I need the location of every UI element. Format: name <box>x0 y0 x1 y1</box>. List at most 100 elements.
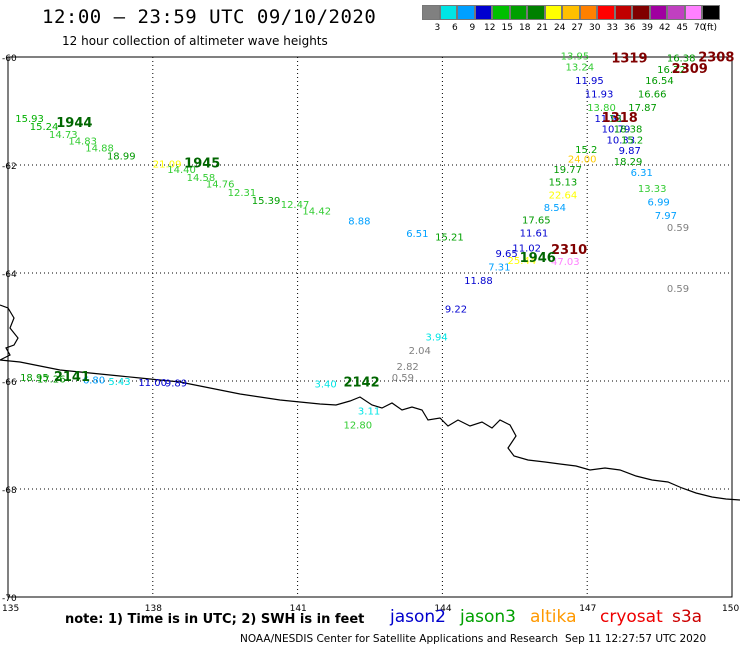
map-frame <box>7 56 733 598</box>
swh-color-legend <box>422 5 720 20</box>
legend-swatch <box>684 5 702 20</box>
legend-swatch <box>474 5 492 20</box>
pass-time-label: 1944 <box>56 116 92 131</box>
lat-tick-label: -70 <box>2 594 17 604</box>
swh-value: 13.80 <box>587 103 616 114</box>
swh-value: 14.88 <box>85 144 114 155</box>
swh-value: 15.39 <box>252 196 281 207</box>
swh-value: 2.82 <box>397 362 419 373</box>
swh-value: 0.59 <box>667 223 689 234</box>
legend-swatch <box>562 5 580 20</box>
swh-value: 2.04 <box>409 346 431 357</box>
swh-value: 8.88 <box>348 216 370 227</box>
legend-tick-label: 70 <box>694 23 706 33</box>
swh-value: 3.40 <box>314 379 336 390</box>
credit-text: NOAA/NESDIS Center for Satellite Applica… <box>240 633 558 645</box>
swh-value: 19.77 <box>553 165 582 176</box>
swh-value: 15.21 <box>435 233 464 244</box>
swh-value: 0.59 <box>667 284 689 295</box>
swh-value: 11.02 <box>512 243 541 254</box>
lat-tick-label: -68 <box>2 486 17 496</box>
legend-swatch <box>597 5 615 20</box>
swh-value: 9.89 <box>165 378 187 389</box>
swh-value: 15.93 <box>15 114 44 125</box>
legend-swatch <box>457 5 475 20</box>
swh-value: 16.38 <box>667 53 696 64</box>
swh-value: 21.09 <box>153 160 182 171</box>
legend-swatch <box>492 5 510 20</box>
swh-value: 6.99 <box>648 198 670 209</box>
legend-tick-label: 45 <box>676 23 688 33</box>
legend-swatch <box>579 5 597 20</box>
swh-value: 14.83 <box>68 136 97 147</box>
legend-swatch <box>422 5 440 20</box>
swh-value: 18.29 <box>614 157 643 168</box>
swh-value: 47.03 <box>551 257 580 268</box>
swh-value: 14.76 <box>206 180 235 191</box>
pass-time-label: 1946 <box>520 251 556 266</box>
legend-tick-label: 33 <box>606 23 618 33</box>
pass-time-label: 1318 <box>602 111 638 126</box>
legend-tick-label: 27 <box>571 23 583 33</box>
legend-tick-label: 24 <box>554 23 566 33</box>
legend-tick-label: (ft) <box>703 23 718 33</box>
pass-time-label: 2310 <box>551 243 587 258</box>
swh-value: 6.51 <box>406 229 428 240</box>
swh-value: 22.64 <box>549 190 578 201</box>
legend-swatch <box>614 5 632 20</box>
axis-labels: 135 138 141 144 147 150 -60 -62 -64 -66 -68 -70 <box>2 54 739 614</box>
swh-value: 10.79 <box>602 125 631 136</box>
satellite-altika: altika <box>530 607 577 627</box>
swh-value: 18.99 <box>107 152 136 163</box>
swh-value: 15.24 <box>30 122 59 133</box>
swh-value: 9.22 <box>445 304 467 315</box>
legend-swatch <box>509 5 527 20</box>
swh-value: 24.00 <box>568 154 597 165</box>
swh-value: 9.87 <box>619 146 641 157</box>
swh-value: 12.47 <box>281 200 310 211</box>
legend-tick-label: 18 <box>519 23 531 33</box>
swh-value: 11.91 <box>594 114 623 125</box>
coastline <box>0 304 740 501</box>
swh-value: 7.97 <box>655 211 677 222</box>
pass-time-label: 2308 <box>698 50 734 65</box>
lon-tick-label: 141 <box>290 604 307 614</box>
pass-time-label: 1319 <box>611 51 647 66</box>
legend-swatch <box>544 5 562 20</box>
lat-tick-label: -66 <box>2 378 17 388</box>
legend-tick-label: 3 <box>434 23 441 33</box>
swh-value: 11.00 <box>138 378 167 389</box>
legend-swatch <box>667 5 685 20</box>
lat-tick-label: -62 <box>2 162 17 172</box>
pass-time-label: 2141 <box>54 370 90 385</box>
swh-value: 14.73 <box>49 130 78 141</box>
swh-value: 10.33 <box>607 135 636 146</box>
lon-tick-label: 135 <box>2 604 19 614</box>
swh-value: 12.80 <box>343 421 372 432</box>
swh-value: 16.54 <box>645 76 674 87</box>
swh-value: 18. <box>609 114 625 125</box>
swh-value: 16.66 <box>638 90 667 101</box>
lon-tick-label: 144 <box>434 604 451 614</box>
legend-tick-label: 21 <box>536 23 548 33</box>
legend-tick-label: 39 <box>641 23 653 33</box>
legend-tick-label: 36 <box>624 23 636 33</box>
swh-value: 14.58 <box>187 173 216 184</box>
swh-value: 17.65 <box>522 215 551 226</box>
lat-tick-label: -60 <box>2 54 17 64</box>
swh-value: 7.31 <box>488 262 510 273</box>
swh-value: 14.40 <box>167 165 196 176</box>
swh-value: 18.38 <box>614 125 643 136</box>
legend-swatch <box>439 5 457 20</box>
pass-time-label: 2309 <box>672 62 708 77</box>
legend-swatch <box>632 5 650 20</box>
swh-value: 14.42 <box>302 207 331 218</box>
swh-value: 25.44 <box>508 256 537 267</box>
legend-tick-label: 42 <box>659 23 671 33</box>
pass-time-label: 2142 <box>343 375 379 390</box>
swh-value: 11.93 <box>585 90 614 101</box>
